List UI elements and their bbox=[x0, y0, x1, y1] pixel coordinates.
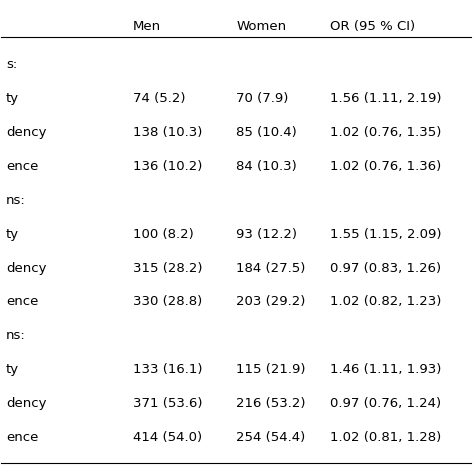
Text: 93 (12.2): 93 (12.2) bbox=[237, 228, 297, 241]
Text: ns:: ns: bbox=[6, 194, 26, 207]
Text: 1.02 (0.82, 1.23): 1.02 (0.82, 1.23) bbox=[330, 295, 442, 309]
Text: ty: ty bbox=[6, 92, 19, 105]
Text: 70 (7.9): 70 (7.9) bbox=[237, 92, 289, 105]
Text: 254 (54.4): 254 (54.4) bbox=[237, 431, 306, 444]
Text: ence: ence bbox=[6, 160, 38, 173]
Text: dency: dency bbox=[6, 397, 46, 410]
Text: 100 (8.2): 100 (8.2) bbox=[133, 228, 194, 241]
Text: Women: Women bbox=[237, 20, 286, 33]
Text: dency: dency bbox=[6, 262, 46, 274]
Text: Men: Men bbox=[133, 20, 161, 33]
Text: ns:: ns: bbox=[6, 329, 26, 342]
Text: 330 (28.8): 330 (28.8) bbox=[133, 295, 202, 309]
Text: 138 (10.3): 138 (10.3) bbox=[133, 126, 202, 139]
Text: 1.46 (1.11, 1.93): 1.46 (1.11, 1.93) bbox=[330, 363, 442, 376]
Text: 136 (10.2): 136 (10.2) bbox=[133, 160, 202, 173]
Text: 74 (5.2): 74 (5.2) bbox=[133, 92, 185, 105]
Text: 371 (53.6): 371 (53.6) bbox=[133, 397, 202, 410]
Text: ence: ence bbox=[6, 295, 38, 309]
Text: 414 (54.0): 414 (54.0) bbox=[133, 431, 202, 444]
Text: 184 (27.5): 184 (27.5) bbox=[237, 262, 306, 274]
Text: 216 (53.2): 216 (53.2) bbox=[237, 397, 306, 410]
Text: OR (95 % CI): OR (95 % CI) bbox=[330, 20, 416, 33]
Text: dency: dency bbox=[6, 126, 46, 139]
Text: s:: s: bbox=[6, 58, 18, 71]
Text: 0.97 (0.76, 1.24): 0.97 (0.76, 1.24) bbox=[330, 397, 441, 410]
Text: ence: ence bbox=[6, 431, 38, 444]
Text: ty: ty bbox=[6, 363, 19, 376]
Text: 133 (16.1): 133 (16.1) bbox=[133, 363, 202, 376]
Text: 85 (10.4): 85 (10.4) bbox=[237, 126, 297, 139]
Text: 203 (29.2): 203 (29.2) bbox=[237, 295, 306, 309]
Text: 0.97 (0.83, 1.26): 0.97 (0.83, 1.26) bbox=[330, 262, 441, 274]
Text: ty: ty bbox=[6, 228, 19, 241]
Text: 84 (10.3): 84 (10.3) bbox=[237, 160, 297, 173]
Text: 1.02 (0.76, 1.35): 1.02 (0.76, 1.35) bbox=[330, 126, 442, 139]
Text: 1.02 (0.76, 1.36): 1.02 (0.76, 1.36) bbox=[330, 160, 442, 173]
Text: 1.56 (1.11, 2.19): 1.56 (1.11, 2.19) bbox=[330, 92, 442, 105]
Text: 315 (28.2): 315 (28.2) bbox=[133, 262, 202, 274]
Text: 1.55 (1.15, 2.09): 1.55 (1.15, 2.09) bbox=[330, 228, 442, 241]
Text: 115 (21.9): 115 (21.9) bbox=[237, 363, 306, 376]
Text: 1.02 (0.81, 1.28): 1.02 (0.81, 1.28) bbox=[330, 431, 442, 444]
